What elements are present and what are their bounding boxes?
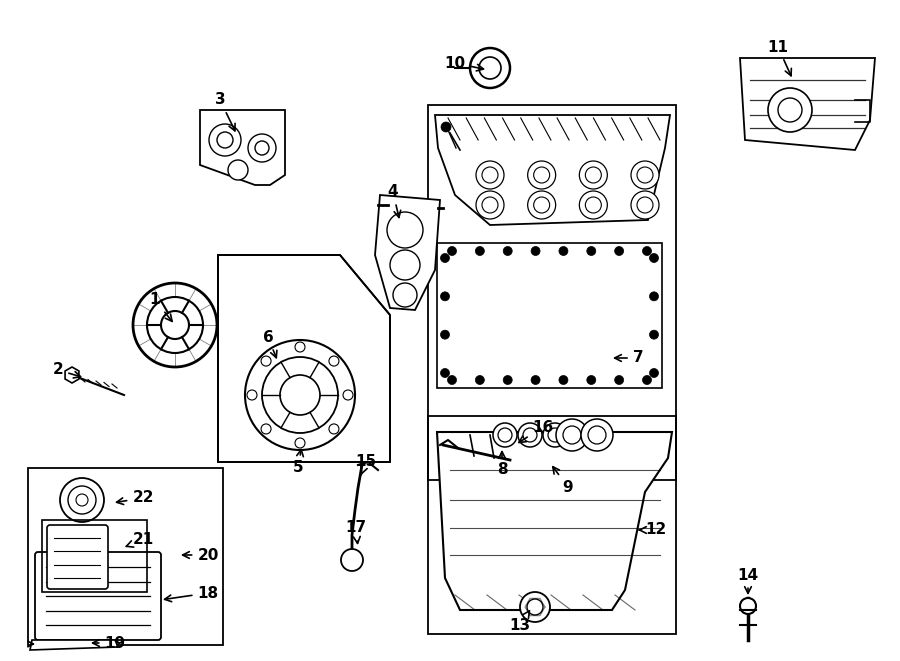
Polygon shape [437,432,672,610]
Circle shape [209,124,241,156]
Circle shape [650,292,659,301]
Polygon shape [435,115,670,225]
Circle shape [390,250,420,280]
Circle shape [440,254,449,262]
Circle shape [581,419,613,451]
Circle shape [161,311,189,339]
Text: 18: 18 [165,586,219,602]
Circle shape [520,592,550,622]
Circle shape [580,161,608,189]
Text: 11: 11 [768,40,791,76]
Text: 7: 7 [615,350,644,366]
Circle shape [559,375,568,385]
Bar [437,243,662,388]
Circle shape [475,375,484,385]
Circle shape [328,356,339,366]
Text: 4: 4 [388,184,400,217]
Text: 15: 15 [356,455,376,475]
Circle shape [60,478,104,522]
Circle shape [768,88,812,132]
Circle shape [543,423,567,447]
Circle shape [518,423,542,447]
Text: 8: 8 [497,451,508,477]
Circle shape [503,247,512,256]
Text: 22: 22 [117,490,154,506]
Circle shape [531,375,540,385]
Polygon shape [30,640,118,650]
Bar [42,520,147,592]
Circle shape [441,122,451,132]
Circle shape [387,212,423,248]
Text: 13: 13 [509,611,531,633]
Circle shape [280,375,320,415]
Circle shape [580,191,608,219]
Bar [428,416,676,634]
Circle shape [740,598,756,614]
Bar [428,105,676,480]
Text: 3: 3 [215,93,235,131]
Text: 17: 17 [346,520,366,543]
Circle shape [447,375,456,385]
Circle shape [76,494,88,506]
Circle shape [475,247,484,256]
Circle shape [643,375,652,385]
Text: 2: 2 [52,362,80,378]
Text: 5: 5 [292,449,303,475]
Circle shape [503,375,512,385]
Circle shape [295,438,305,448]
Circle shape [643,247,652,256]
Circle shape [341,549,363,571]
Circle shape [248,134,276,162]
Text: 21: 21 [126,533,154,547]
Circle shape [527,161,555,189]
Circle shape [447,247,456,256]
FancyBboxPatch shape [47,525,108,589]
Circle shape [531,247,540,256]
Text: 9: 9 [553,467,573,494]
Circle shape [295,342,305,352]
Text: 6: 6 [263,329,277,358]
Text: 12: 12 [639,522,667,537]
Circle shape [245,340,355,450]
Text: 14: 14 [737,568,759,594]
Circle shape [440,292,449,301]
Circle shape [631,191,659,219]
Polygon shape [200,110,285,185]
Circle shape [587,375,596,385]
Circle shape [393,283,417,307]
Circle shape [556,419,588,451]
Text: 19: 19 [93,635,126,650]
Circle shape [343,390,353,400]
Circle shape [440,330,449,339]
Circle shape [650,368,659,377]
Circle shape [493,423,517,447]
Polygon shape [740,58,875,150]
Circle shape [476,161,504,189]
Text: 20: 20 [183,547,219,563]
Circle shape [650,254,659,262]
Circle shape [328,424,339,434]
Circle shape [476,191,504,219]
Circle shape [261,356,271,366]
Circle shape [440,368,449,377]
Text: 16: 16 [519,420,554,442]
Circle shape [228,160,248,180]
Circle shape [631,161,659,189]
Circle shape [615,247,624,256]
Circle shape [587,247,596,256]
Circle shape [559,247,568,256]
Circle shape [247,390,257,400]
Circle shape [615,375,624,385]
Text: 10: 10 [445,56,483,71]
Polygon shape [65,367,79,383]
Circle shape [470,48,510,88]
Polygon shape [218,255,390,462]
FancyBboxPatch shape [35,552,161,640]
Bar [28,468,223,645]
Text: 1: 1 [149,293,172,321]
Circle shape [261,424,271,434]
Circle shape [527,191,555,219]
Circle shape [650,330,659,339]
Polygon shape [375,195,440,310]
